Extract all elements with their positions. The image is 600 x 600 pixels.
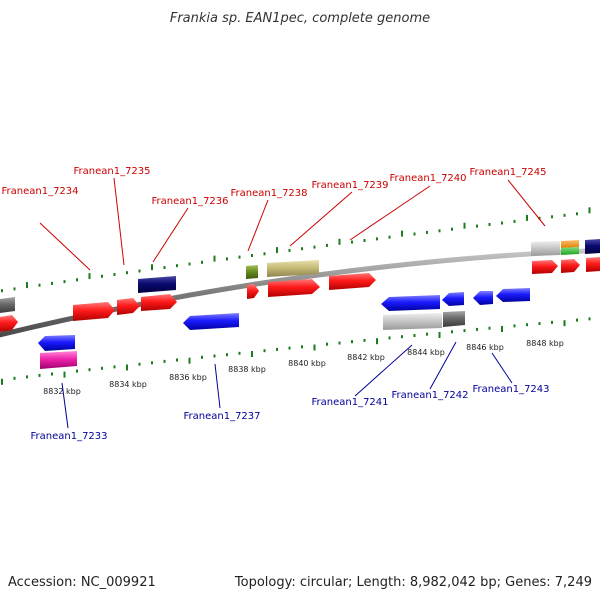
callout-line (247, 199, 269, 252)
tick-label: 8844 kbp (407, 348, 445, 357)
gene-feature[interactable] (383, 313, 442, 330)
gene-arrow[interactable] (183, 313, 239, 330)
gene-arrow[interactable] (0, 315, 18, 332)
reverse-gene-track (38, 288, 530, 369)
tick-label: 8842 kbp (347, 353, 385, 362)
gene-feature[interactable] (531, 241, 560, 256)
tick-label: 8838 kbp (228, 365, 266, 374)
gene-arrow[interactable] (496, 288, 530, 302)
gene-label-franean1-7239[interactable]: Franean1_7239 (311, 180, 388, 191)
gene-arrow[interactable] (561, 259, 580, 273)
gene-label-franean1-7242[interactable]: Franean1_7242 (391, 390, 468, 401)
reverse-callouts: Franean1_7233 Franean1_7237 Franean1_724… (30, 341, 550, 442)
gene-arrow[interactable] (586, 257, 600, 272)
tick-label: 8848 kbp (526, 339, 564, 348)
gene-arrow[interactable] (381, 295, 440, 311)
gene-label-franean1-7236[interactable]: Franean1_7236 (151, 196, 228, 207)
tick-label-group: 8832 kbp 8834 kbp 8836 kbp 8838 kbp 8840… (43, 339, 564, 396)
forward-callouts: Franean1_7234 Franean1_7235 Franean1_723… (1, 166, 547, 271)
gene-label-franean1-7241[interactable]: Franean1_7241 (311, 397, 388, 408)
gene-label-franean1-7235[interactable]: Franean1_7235 (73, 166, 150, 177)
gene-feature[interactable] (561, 240, 579, 248)
gene-feature[interactable] (443, 311, 465, 327)
gene-label-franean1-7240[interactable]: Franean1_7240 (389, 173, 466, 184)
callout-line (349, 185, 431, 241)
gene-feature[interactable] (585, 239, 600, 254)
gene-arrow[interactable] (473, 291, 493, 305)
callout-line (39, 222, 91, 271)
reverse-tick-track (1, 317, 591, 385)
gene-arrow[interactable] (141, 294, 177, 311)
gene-feature[interactable] (138, 276, 176, 293)
tick-label: 8840 kbp (288, 359, 326, 368)
gene-label-franean1-7238[interactable]: Franean1_7238 (230, 188, 307, 199)
gene-arrow[interactable] (532, 260, 558, 274)
callout-line (289, 191, 353, 247)
tick-label: 8836 kbp (169, 373, 207, 382)
gene-label-franean1-7237[interactable]: Franean1_7237 (183, 411, 260, 422)
tick-label: 8832 kbp (43, 387, 81, 396)
gene-label-franean1-7245[interactable]: Franean1_7245 (469, 167, 546, 178)
callout-line (152, 207, 189, 263)
callout-line (491, 352, 513, 384)
callout-line (214, 363, 221, 409)
gene-arrow[interactable] (117, 298, 140, 315)
gene-feature[interactable] (246, 265, 258, 279)
genome-summary-text: Topology: circular; Length: 8,982,042 bp… (234, 575, 592, 590)
gene-arrow[interactable] (38, 335, 75, 351)
gene-feature[interactable] (267, 260, 319, 277)
forward-gene-track (0, 239, 600, 332)
gene-arrow[interactable] (73, 302, 115, 321)
accession-text: Accession: NC_009921 (8, 575, 156, 590)
tick-label: 8846 kbp (466, 343, 504, 352)
gene-arrow[interactable] (329, 273, 376, 290)
map-title: Frankia sp. EAN1pec, complete genome (170, 11, 430, 26)
callout-line (113, 177, 125, 266)
gene-arrow[interactable] (268, 279, 320, 297)
gene-arrow[interactable] (247, 284, 259, 299)
callout-line (61, 382, 69, 429)
callout-line (429, 341, 457, 390)
gene-arrow[interactable] (442, 292, 464, 306)
gene-label-franean1-7234[interactable]: Franean1_7234 (1, 186, 78, 197)
forward-tick-track (1, 207, 591, 293)
callout-line (507, 179, 546, 227)
gene-feature[interactable] (0, 297, 15, 313)
gene-label-franean1-7233[interactable]: Franean1_7233 (30, 431, 107, 442)
gene-label-franean1-7243[interactable]: Franean1_7243 (472, 384, 549, 395)
tick-label: 8834 kbp (109, 380, 147, 389)
gene-feature[interactable] (40, 351, 77, 369)
gene-feature[interactable] (561, 247, 579, 255)
callout-line (354, 344, 413, 397)
